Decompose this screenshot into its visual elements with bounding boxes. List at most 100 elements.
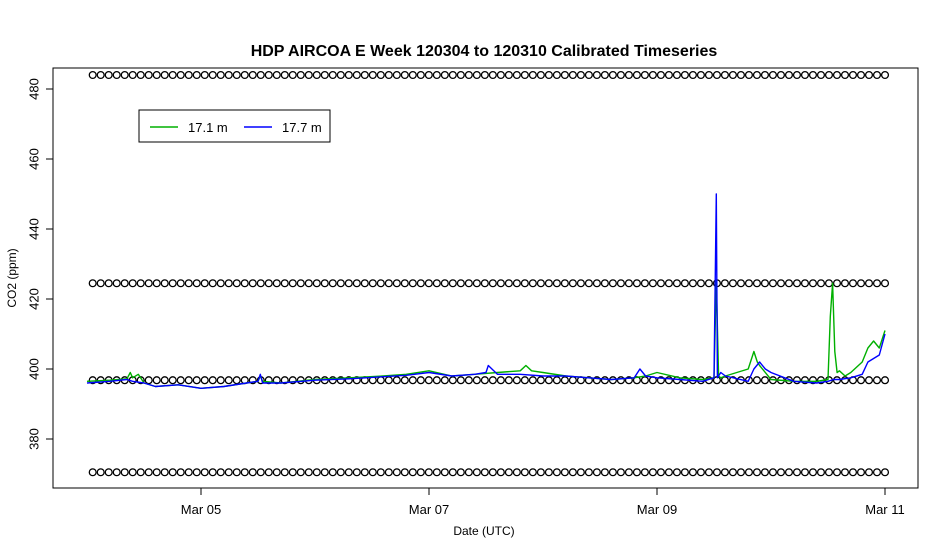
calibration-point (552, 279, 561, 288)
calibration-point (816, 279, 826, 288)
calibration-point (848, 70, 858, 80)
calibration-point (424, 279, 433, 288)
calibration-point (616, 279, 625, 288)
x-tick-label: Mar 05 (181, 502, 221, 517)
calibration-point (568, 376, 577, 385)
calibration-point (544, 279, 553, 288)
plot-frame (52, 67, 919, 489)
calibration-point (320, 468, 329, 477)
calibration-point (264, 279, 273, 288)
calibration-point (136, 70, 145, 80)
calibration-point (592, 376, 601, 385)
calibration-point (392, 376, 401, 385)
calibration-point (568, 468, 577, 477)
calibration-point (264, 70, 273, 80)
calibration-point (176, 279, 185, 288)
calibration-point (168, 70, 177, 80)
legend-box (138, 109, 331, 143)
calibration-point (96, 279, 105, 288)
calibration-point (440, 376, 449, 385)
calibration-point (856, 279, 866, 288)
calibration-point (712, 468, 721, 477)
calibration-point (856, 376, 866, 385)
calibration-point (600, 376, 609, 385)
calibration-point (608, 376, 617, 385)
calibration-point (664, 279, 673, 288)
calibration-point (640, 376, 649, 385)
calibration-point (208, 468, 217, 477)
calibration-point (760, 468, 770, 477)
calibration-point (592, 468, 601, 477)
calibration-point (704, 468, 713, 477)
calibration-point (448, 468, 457, 477)
calibration-point (656, 468, 665, 477)
calibration-point (336, 279, 345, 288)
calibration-point (656, 70, 665, 80)
calibration-point (288, 376, 297, 385)
calibration-point (320, 70, 329, 80)
calibration-point (440, 70, 449, 80)
calibration-point (88, 279, 97, 288)
calibration-point (856, 70, 866, 80)
calibration-point (608, 279, 617, 288)
calibration-point (752, 468, 762, 477)
calibration-point (312, 70, 321, 80)
calibration-point (296, 279, 305, 288)
calibration-point (576, 70, 585, 80)
calibration-point (520, 70, 529, 80)
calibration-point (288, 468, 297, 477)
calibration-point (544, 468, 553, 477)
calibration-point (424, 376, 433, 385)
calibration-point (120, 279, 129, 288)
calibration-point (144, 279, 153, 288)
calibration-point (632, 279, 641, 288)
calibration-point (400, 279, 409, 288)
calibration-point (624, 468, 633, 477)
calibration-point (192, 279, 201, 288)
calibration-point (216, 468, 225, 477)
calibration-point (752, 279, 762, 288)
calibration-point (528, 70, 537, 80)
calibration-point (432, 70, 441, 80)
calibration-point (624, 279, 633, 288)
calibration-point (248, 468, 257, 477)
calibration-point (304, 279, 313, 288)
calibration-point (456, 376, 465, 385)
calibration-point (672, 70, 681, 80)
calibration-point (776, 70, 786, 80)
y-tick-label: 400 (26, 358, 41, 380)
calibration-point (520, 376, 529, 385)
calibration-point (624, 376, 633, 385)
calibration-point (800, 376, 810, 385)
calibration-point (208, 376, 217, 385)
calibration-point (464, 468, 473, 477)
x-tick-label: Mar 09 (637, 502, 677, 517)
calibration-point (408, 376, 417, 385)
calibration-point (728, 70, 737, 80)
calibration-point (160, 279, 169, 288)
calibration-point (328, 70, 337, 80)
calibration-point (120, 468, 129, 477)
calibration-point (352, 468, 361, 477)
calibration-point (792, 279, 802, 288)
calibration-point (352, 279, 361, 288)
calibration-point (144, 376, 153, 385)
calibration-point (408, 468, 417, 477)
calibration-point (808, 70, 818, 80)
calibration-point (536, 468, 545, 477)
calibration-point (672, 468, 681, 477)
calibration-point (712, 70, 721, 80)
calibration-point (520, 468, 529, 477)
calibration-point (136, 279, 145, 288)
calibration-point (240, 279, 249, 288)
calibration-point (720, 70, 729, 80)
calibration-point (840, 279, 850, 288)
calibration-point (424, 70, 433, 80)
calibration-point (232, 279, 241, 288)
calibration-point (552, 376, 561, 385)
calibration-point (88, 70, 97, 80)
calibration-point (848, 468, 858, 477)
calibration-point (592, 70, 601, 80)
calibration-point (720, 468, 729, 477)
calibration-point (504, 468, 513, 477)
